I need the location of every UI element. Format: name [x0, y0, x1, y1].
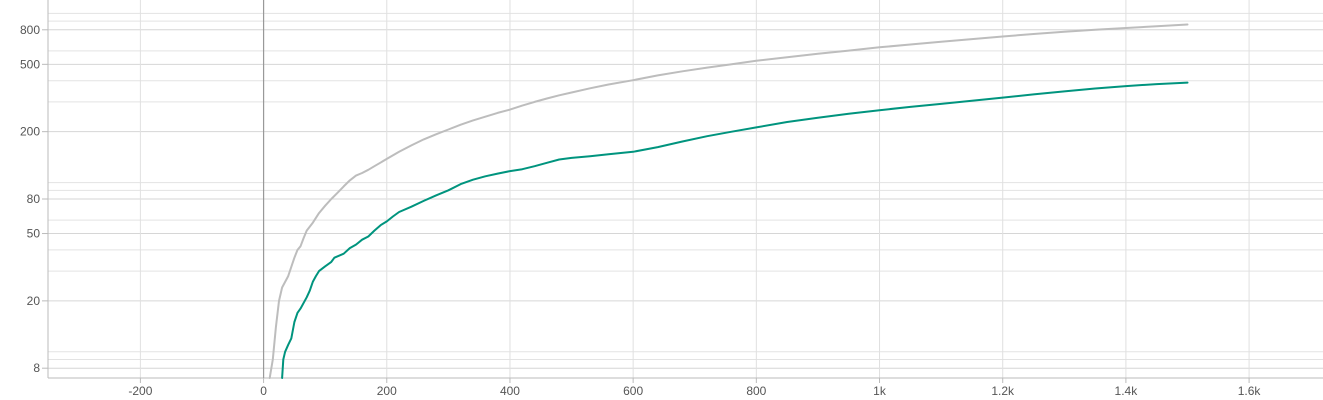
x-tick-label: 600 [623, 384, 643, 398]
x-tick-label: 1.4k [1115, 384, 1139, 398]
y-tick-label: 80 [27, 192, 41, 206]
gridlines [48, 0, 1323, 378]
x-tick-label: 1.2k [991, 384, 1015, 398]
y-tick-label: 500 [20, 57, 40, 71]
tick-labels: 8 20 50 80 200 500 800 -200 0 200 400 600 800 1k 1.2k 1… [20, 23, 1261, 398]
axes [42, 0, 1323, 383]
series-lines [268, 23, 1189, 379]
series-line-2 [281, 81, 1189, 379]
y-tick-label: 800 [20, 23, 40, 37]
x-tick-label: 0 [260, 384, 267, 398]
x-tick-label: 400 [500, 384, 520, 398]
x-tick-label: 800 [746, 384, 766, 398]
x-tick-label: 200 [377, 384, 397, 398]
x-tick-label: 1k [873, 384, 887, 398]
series-line-1 [268, 23, 1189, 379]
y-tick-label: 200 [20, 125, 40, 139]
x-tick-label: 1.6k [1238, 384, 1262, 398]
y-tick-label: 20 [27, 294, 41, 308]
x-tick-label: -200 [128, 384, 152, 398]
y-tick-label: 8 [33, 361, 40, 375]
y-tick-label: 50 [27, 227, 41, 241]
